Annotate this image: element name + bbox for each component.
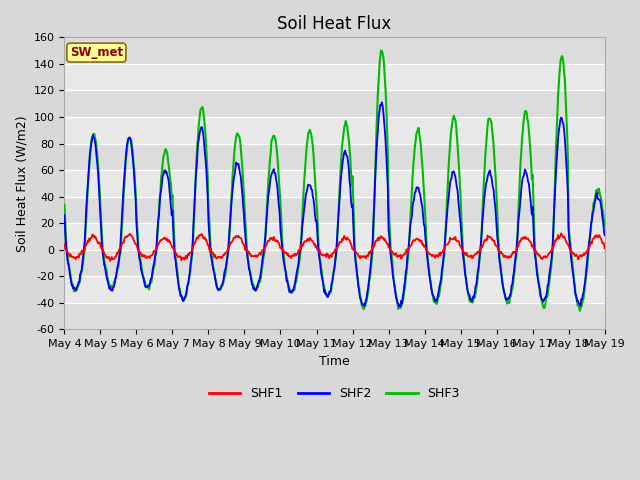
Bar xyxy=(65,276,605,303)
Bar xyxy=(65,303,605,329)
Bar xyxy=(65,197,605,223)
Y-axis label: Soil Heat Flux (W/m2): Soil Heat Flux (W/m2) xyxy=(15,115,28,252)
Bar xyxy=(65,90,605,117)
Legend: SHF1, SHF2, SHF3: SHF1, SHF2, SHF3 xyxy=(204,382,465,405)
Title: Soil Heat Flux: Soil Heat Flux xyxy=(277,15,392,33)
Bar xyxy=(65,170,605,197)
Bar xyxy=(65,37,605,64)
X-axis label: Time: Time xyxy=(319,355,350,368)
Text: SW_met: SW_met xyxy=(70,46,123,59)
Bar xyxy=(65,64,605,90)
Bar xyxy=(65,144,605,170)
Bar xyxy=(65,117,605,144)
Bar xyxy=(65,223,605,250)
Bar xyxy=(65,250,605,276)
